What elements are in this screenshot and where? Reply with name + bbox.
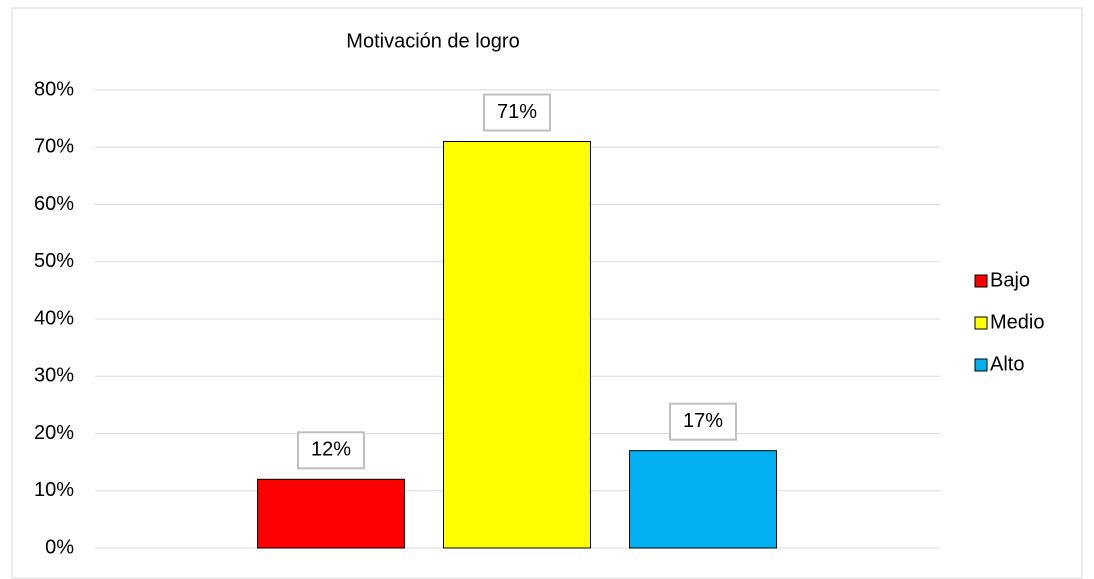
y-tick-label: 0% — [45, 536, 74, 558]
data-label: 71% — [497, 101, 537, 123]
y-tick-label: 70% — [34, 136, 74, 158]
legend-label: Medio — [990, 311, 1044, 333]
y-tick-label: 20% — [34, 422, 74, 444]
y-tick-label: 40% — [34, 307, 74, 329]
legend-label: Alto — [990, 353, 1024, 375]
data-label-box — [297, 431, 365, 470]
y-tick-label: 10% — [34, 479, 74, 501]
y-tick-label: 80% — [34, 78, 74, 100]
legend-swatch — [974, 358, 988, 372]
y-tick-label: 60% — [34, 193, 74, 215]
legend-swatch — [974, 274, 988, 288]
bar — [443, 141, 591, 549]
chart-title: Motivación de logro — [346, 30, 519, 52]
legend-swatch — [974, 316, 988, 330]
data-label: 12% — [311, 439, 351, 461]
y-tick-label: 50% — [34, 250, 74, 272]
bar — [257, 478, 405, 549]
data-label-box — [669, 402, 737, 441]
y-tick-label: 30% — [34, 365, 74, 387]
data-label-box — [483, 93, 551, 132]
legend-label: Bajo — [990, 269, 1030, 291]
bar — [629, 450, 777, 549]
data-label: 17% — [683, 410, 723, 432]
